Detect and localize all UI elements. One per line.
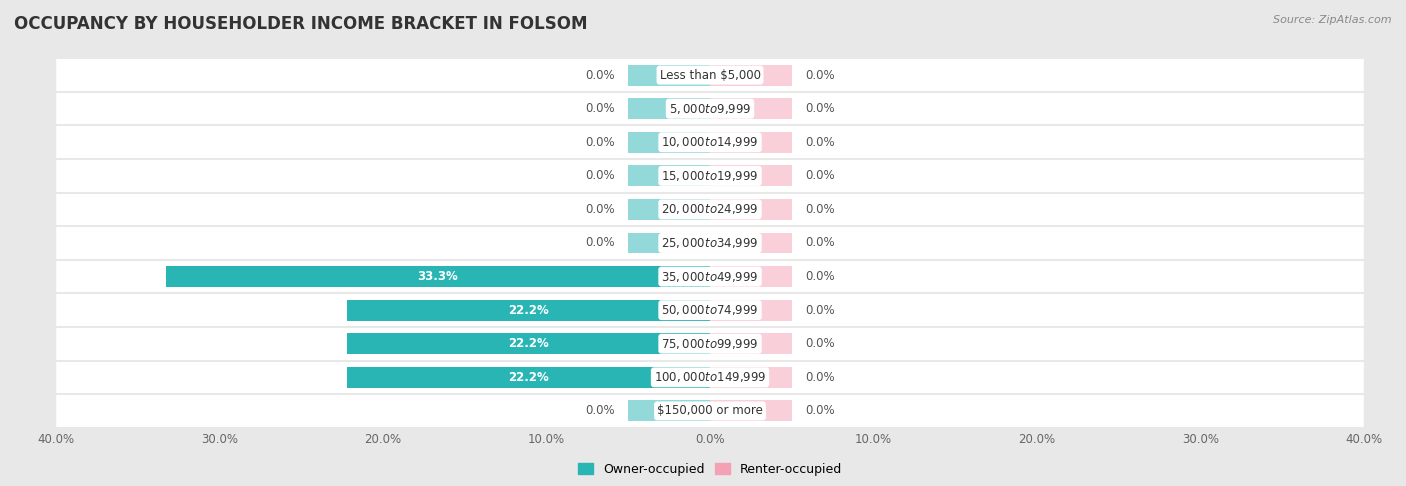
FancyBboxPatch shape (56, 92, 1364, 125)
FancyBboxPatch shape (56, 159, 1364, 192)
Text: 0.0%: 0.0% (804, 404, 834, 417)
Text: Source: ZipAtlas.com: Source: ZipAtlas.com (1274, 15, 1392, 25)
Text: 0.0%: 0.0% (804, 102, 834, 115)
Text: 0.0%: 0.0% (804, 371, 834, 384)
FancyBboxPatch shape (56, 394, 1364, 428)
FancyBboxPatch shape (56, 58, 1364, 92)
FancyBboxPatch shape (56, 327, 1364, 361)
Bar (628, 233, 710, 253)
Text: $10,000 to $14,999: $10,000 to $14,999 (661, 135, 759, 149)
Text: 0.0%: 0.0% (586, 69, 616, 82)
Bar (628, 98, 710, 119)
Text: 0.0%: 0.0% (586, 237, 616, 249)
Text: 0.0%: 0.0% (804, 136, 834, 149)
Bar (166, 266, 710, 287)
Bar (710, 98, 792, 119)
Text: 22.2%: 22.2% (508, 304, 548, 317)
Text: OCCUPANCY BY HOUSEHOLDER INCOME BRACKET IN FOLSOM: OCCUPANCY BY HOUSEHOLDER INCOME BRACKET … (14, 15, 588, 33)
Bar (628, 165, 710, 186)
Bar (710, 165, 792, 186)
FancyBboxPatch shape (56, 226, 1364, 260)
Bar (710, 300, 792, 321)
Text: Less than $5,000: Less than $5,000 (659, 69, 761, 82)
Text: 0.0%: 0.0% (804, 270, 834, 283)
Text: $35,000 to $49,999: $35,000 to $49,999 (661, 270, 759, 283)
Text: $75,000 to $99,999: $75,000 to $99,999 (661, 337, 759, 351)
FancyBboxPatch shape (56, 260, 1364, 294)
Bar (710, 233, 792, 253)
Bar (628, 132, 710, 153)
Text: $50,000 to $74,999: $50,000 to $74,999 (661, 303, 759, 317)
Text: $20,000 to $24,999: $20,000 to $24,999 (661, 203, 759, 216)
Bar (628, 199, 710, 220)
Legend: Owner-occupied, Renter-occupied: Owner-occupied, Renter-occupied (574, 457, 846, 481)
Text: 22.2%: 22.2% (508, 337, 548, 350)
Bar (710, 65, 792, 86)
Text: $15,000 to $19,999: $15,000 to $19,999 (661, 169, 759, 183)
Bar (347, 367, 710, 388)
FancyBboxPatch shape (56, 294, 1364, 327)
Text: 0.0%: 0.0% (804, 169, 834, 182)
Text: 0.0%: 0.0% (804, 203, 834, 216)
Text: 0.0%: 0.0% (804, 237, 834, 249)
Text: 0.0%: 0.0% (586, 404, 616, 417)
Text: 0.0%: 0.0% (586, 136, 616, 149)
Bar (628, 400, 710, 421)
FancyBboxPatch shape (56, 125, 1364, 159)
Bar (710, 367, 792, 388)
Text: 0.0%: 0.0% (804, 69, 834, 82)
Text: $100,000 to $149,999: $100,000 to $149,999 (654, 370, 766, 384)
Bar (710, 266, 792, 287)
Bar (710, 333, 792, 354)
Text: 0.0%: 0.0% (804, 304, 834, 317)
Bar (710, 400, 792, 421)
FancyBboxPatch shape (56, 192, 1364, 226)
FancyBboxPatch shape (56, 361, 1364, 394)
Text: 0.0%: 0.0% (586, 169, 616, 182)
Text: 0.0%: 0.0% (804, 337, 834, 350)
Bar (710, 132, 792, 153)
Bar (347, 333, 710, 354)
Text: 22.2%: 22.2% (508, 371, 548, 384)
Text: 33.3%: 33.3% (418, 270, 458, 283)
Bar (347, 300, 710, 321)
Bar (628, 65, 710, 86)
Text: 0.0%: 0.0% (586, 102, 616, 115)
Text: $25,000 to $34,999: $25,000 to $34,999 (661, 236, 759, 250)
Text: $5,000 to $9,999: $5,000 to $9,999 (669, 102, 751, 116)
Text: 0.0%: 0.0% (586, 203, 616, 216)
Text: $150,000 or more: $150,000 or more (657, 404, 763, 417)
Bar (710, 199, 792, 220)
